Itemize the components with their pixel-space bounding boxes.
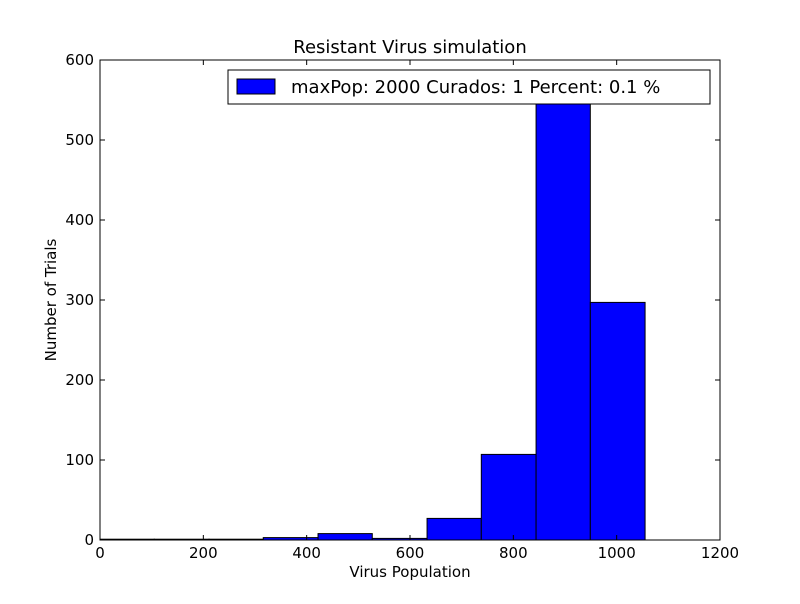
y-tick-label: 600 bbox=[65, 51, 94, 69]
x-tick-label: 400 bbox=[292, 544, 321, 562]
legend-box bbox=[227, 69, 711, 105]
x-axis-label: Virus Population bbox=[349, 563, 470, 581]
histogram-bar-7 bbox=[480, 453, 537, 541]
y-tick-label: 500 bbox=[65, 131, 94, 149]
histogram-bar-8 bbox=[535, 103, 591, 541]
x-tick-label: 200 bbox=[189, 544, 218, 562]
y-tick-label: 200 bbox=[65, 371, 94, 389]
y-tick-label: 400 bbox=[65, 211, 94, 229]
x-tick-label: 800 bbox=[499, 544, 528, 562]
y-tick-label: 300 bbox=[65, 291, 94, 309]
legend-swatch bbox=[236, 78, 276, 95]
chart-title: Resistant Virus simulation bbox=[293, 37, 526, 58]
histogram-bar-6 bbox=[426, 517, 482, 541]
x-tick-label: 1000 bbox=[598, 544, 636, 562]
x-tick-label: 600 bbox=[396, 544, 425, 562]
bars-group bbox=[99, 103, 646, 541]
legend: maxPop: 2000 Curados: 1 Percent: 0.1 % bbox=[227, 69, 711, 105]
plot-frame bbox=[99, 59, 721, 541]
x-tick-label: 1200 bbox=[701, 544, 739, 562]
histogram-bar-9 bbox=[589, 301, 646, 541]
y-tick-label: 100 bbox=[65, 451, 94, 469]
y-tick-label: 0 bbox=[84, 531, 94, 549]
legend-label: maxPop: 2000 Curados: 1 Percent: 0.1 % bbox=[291, 77, 660, 98]
ticks-group: 0 200 400 600 800 1000 1200 0 100 200 300 400 500 600 bbox=[65, 51, 739, 562]
y-axis-label: Number of Trials bbox=[42, 238, 60, 361]
histogram-bar-4 bbox=[317, 533, 373, 541]
x-tick-label: 0 bbox=[95, 544, 105, 562]
